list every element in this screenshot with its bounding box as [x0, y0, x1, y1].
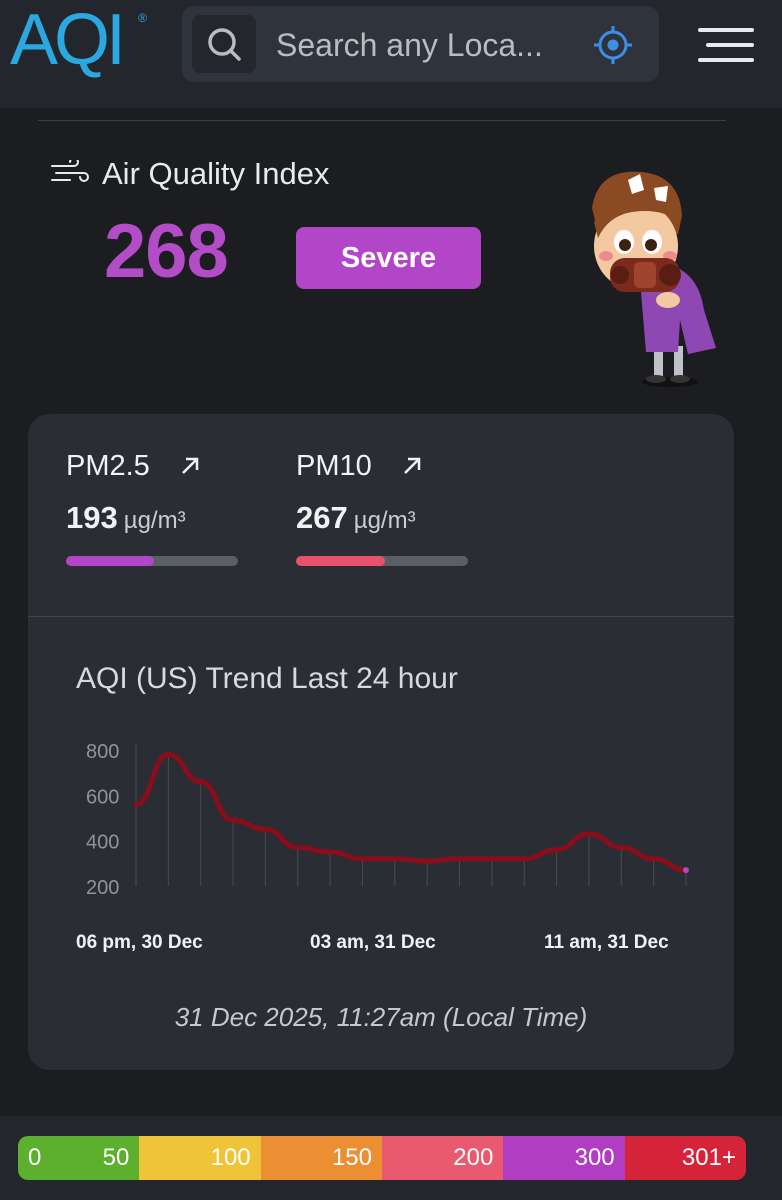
- aqi-trend-chart[interactable]: 800 600 400 200 06 pm, 30 Dec 03 am, 31 Dec 11…: [28, 414, 734, 974]
- aqi-logo[interactable]: AQI ®: [10, 0, 147, 80]
- pollutant-trend-card: PM2.5 193 µg/m³ PM10 267 µg/m³ AQI (US) Tr…: [28, 414, 734, 1070]
- pollutant-unit: µg/m³: [353, 507, 416, 534]
- trend-end-point: [683, 867, 689, 874]
- pollutant-level-fill: [66, 556, 154, 566]
- search-button[interactable]: [192, 15, 256, 73]
- y-tick-label: 600: [86, 786, 119, 808]
- scale-label: 100: [210, 1144, 251, 1171]
- pollutant-number: 267: [296, 500, 348, 535]
- hamburger-icon[interactable]: [698, 28, 754, 64]
- pollutant-level-bar: [66, 556, 238, 566]
- aqi-scale: 0 50 100 150 200 300 301+: [18, 1136, 746, 1180]
- pollutant-level-bar: [296, 556, 468, 566]
- pollutant-level-fill: [296, 556, 386, 566]
- x-tick-label: 11 am, 31 Dec: [544, 932, 669, 953]
- card-divider: [28, 616, 734, 617]
- arrow-up-right-icon: [182, 457, 199, 474]
- scale-label: 300: [574, 1144, 615, 1171]
- status-badge: Severe: [296, 227, 481, 289]
- trend-line: [133, 752, 689, 873]
- aqi-scale-segment: 100: [139, 1136, 261, 1180]
- crosshair-icon[interactable]: [592, 24, 634, 66]
- wind-icon: [51, 160, 89, 182]
- scale-label: 200: [453, 1144, 494, 1171]
- pollutant-value: 267 µg/m³: [296, 500, 416, 536]
- search-icon: [208, 28, 241, 61]
- scale-label: 150: [331, 1144, 372, 1171]
- trend-title: AQI (US) Trend Last 24 hour: [76, 662, 458, 695]
- aqi-scale-segment: 150: [260, 1136, 382, 1180]
- pollutant-name: PM10: [296, 450, 372, 482]
- aqi-label: Air Quality Index: [102, 156, 330, 191]
- aqi-scale-segment: 300: [503, 1136, 625, 1180]
- x-tick-label: 03 am, 31 Dec: [310, 932, 436, 953]
- pollutant-unit: µg/m³: [123, 507, 186, 534]
- pollutant-name: PM2.5: [66, 450, 150, 482]
- y-tick-label: 400: [86, 832, 119, 854]
- timestamp: 31 Dec 2025, 11:27am (Local Time): [174, 1002, 588, 1032]
- arrow-up-right-icon: [404, 457, 421, 474]
- y-tick-label: 200: [86, 877, 119, 899]
- y-tick-label: 800: [86, 741, 119, 763]
- mascot-illustration: [592, 171, 716, 387]
- x-tick-label: 06 pm, 30 Dec: [76, 932, 203, 953]
- header-divider: [38, 120, 726, 121]
- pollutant-value: 193 µg/m³: [66, 500, 186, 536]
- logo-text: AQI: [10, 0, 126, 80]
- scale-label: 50: [102, 1144, 130, 1171]
- top-bar: AQI ®: [0, 0, 782, 108]
- scale-label: 301+: [681, 1144, 736, 1171]
- aqi-scale-bar: 0 50 100 150 200 300 301+: [0, 1116, 782, 1200]
- aqi-scale-segment: 0 50: [18, 1136, 140, 1180]
- pollutant-number: 193: [66, 500, 118, 535]
- search-input[interactable]: [274, 24, 578, 66]
- registered-mark: ®: [138, 11, 147, 25]
- scale-label: 0: [28, 1144, 42, 1171]
- aqi-scale-segment: 301+: [624, 1136, 746, 1180]
- search-bar: [182, 6, 659, 82]
- aqi-value: 268: [104, 209, 229, 294]
- aqi-scale-segment: 200: [381, 1136, 504, 1180]
